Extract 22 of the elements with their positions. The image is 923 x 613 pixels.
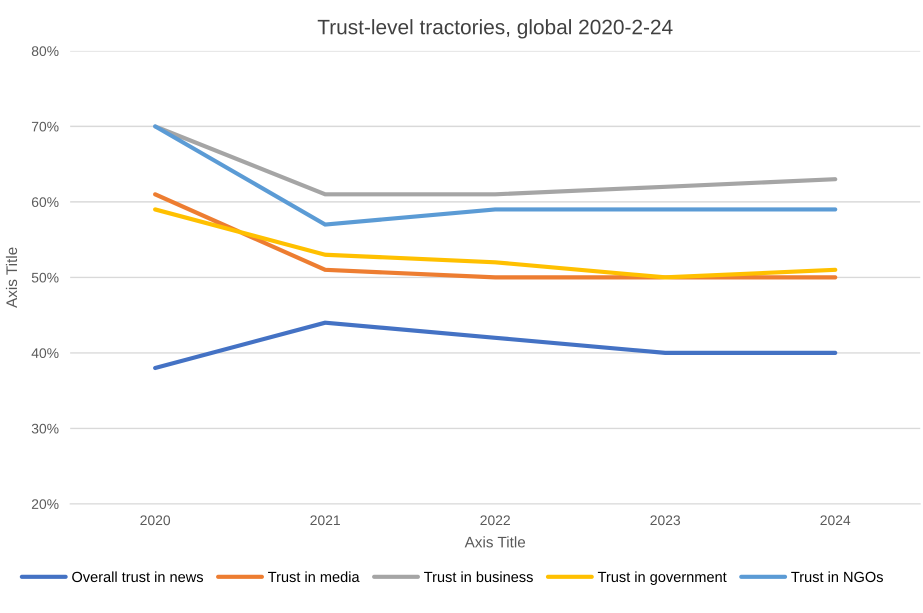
y-tick-label: 40%	[32, 348, 59, 358]
chart-title: Trust-level tractories, global 2020-2-24	[318, 19, 673, 39]
line-series	[153, 320, 838, 370]
legend-label: Overall trust in news	[72, 571, 204, 582]
y-tick-label: 60%	[32, 197, 59, 208]
x-tick-label: 2023	[650, 515, 680, 526]
x-axis-title: Axis Title	[464, 536, 526, 548]
legend-label: Trust in media	[268, 571, 360, 582]
x-tick-label: 2020	[140, 515, 170, 526]
y-tick-label: 20%	[32, 499, 59, 510]
legend-label: Trust in government	[598, 571, 727, 585]
y-tick-label: 30%	[32, 424, 59, 434]
y-tick-label: 70%	[32, 122, 59, 132]
x-tick-label: 2024	[820, 515, 850, 526]
y-tick-label: 80%	[32, 46, 59, 56]
y-axis-title: Axis Title	[6, 247, 18, 308]
y-tick-label: 50%	[32, 272, 59, 283]
x-tick-label: 2022	[480, 515, 510, 526]
x-tick-label: 2021	[310, 515, 340, 526]
legend-label: Trust in NGOs	[791, 571, 883, 582]
line-series	[153, 207, 838, 280]
legend-label: Trust in business	[424, 571, 533, 582]
